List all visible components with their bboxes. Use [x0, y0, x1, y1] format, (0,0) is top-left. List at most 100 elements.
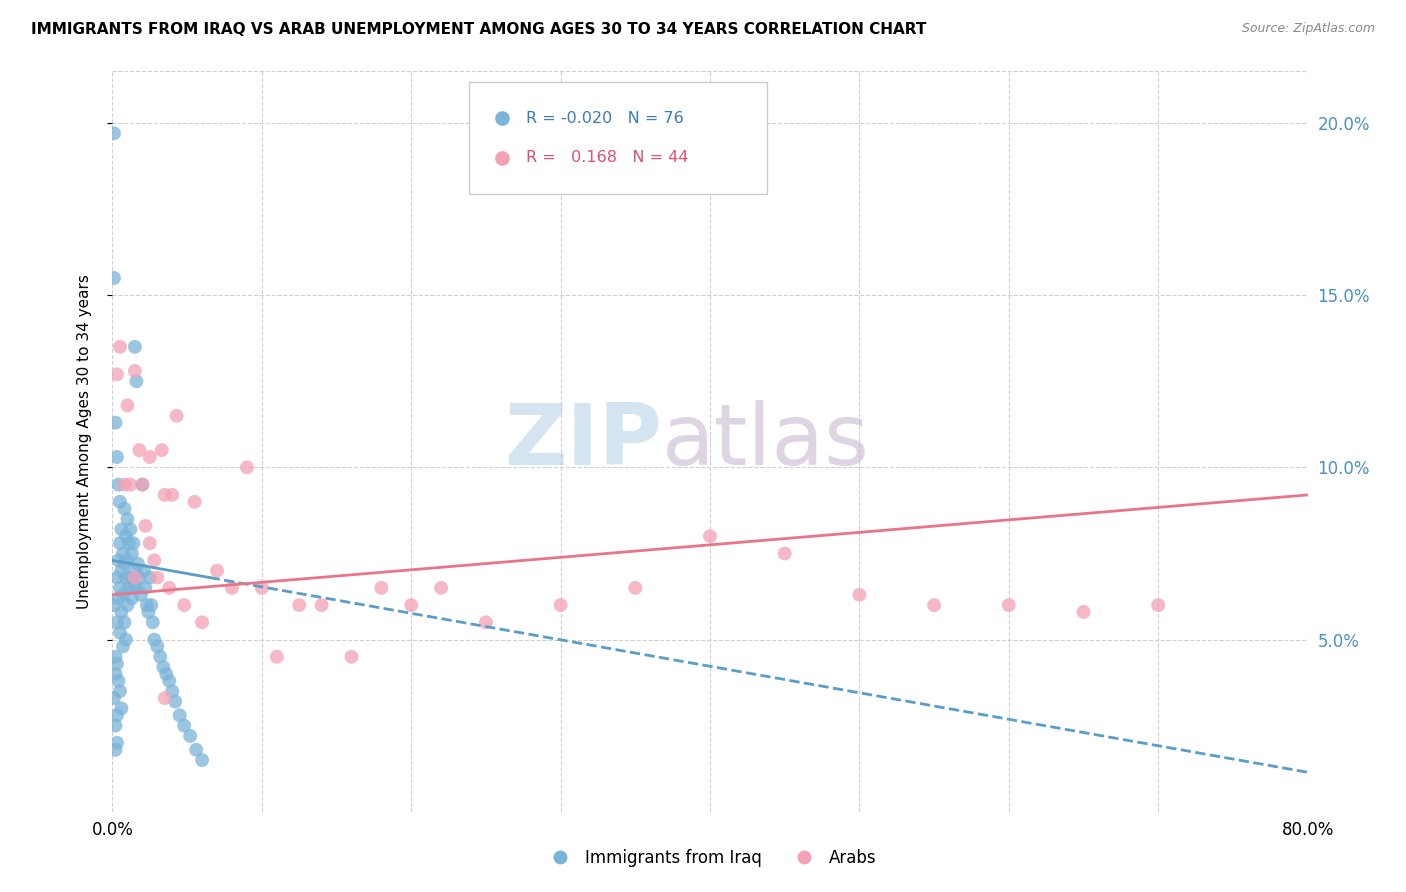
Point [107, 673, 129, 688]
Point [162, 684, 183, 698]
Point [236, 460, 259, 475]
Point [138, 605, 160, 619]
Point [139, 536, 162, 550]
Point [104, 649, 127, 664]
Point [139, 570, 162, 584]
Point [107, 553, 129, 567]
Point [340, 649, 363, 664]
Point [699, 529, 721, 543]
Point [135, 598, 157, 612]
Point [108, 536, 131, 550]
Point [105, 615, 128, 630]
Point [146, 570, 169, 584]
Point [125, 374, 148, 388]
Point [104, 416, 127, 430]
Point [117, 598, 139, 612]
Point [103, 598, 125, 612]
Point [124, 570, 146, 584]
Point [191, 753, 214, 767]
Point [103, 126, 125, 140]
Point [998, 598, 1021, 612]
Point [110, 522, 132, 536]
Point [124, 340, 146, 354]
Point [129, 588, 152, 602]
Point [111, 588, 134, 602]
Point [179, 729, 201, 743]
Point [114, 501, 135, 516]
Point [105, 736, 128, 750]
Point [173, 718, 195, 732]
Point [624, 581, 647, 595]
Point [105, 570, 128, 584]
Point [146, 640, 169, 654]
Point [149, 649, 172, 664]
Point [124, 364, 146, 378]
Point [108, 495, 131, 509]
Point [110, 605, 132, 619]
Point [848, 588, 870, 602]
Point [108, 581, 131, 595]
Point [108, 625, 131, 640]
Point [104, 667, 127, 681]
Point [311, 598, 333, 612]
Point [132, 564, 155, 578]
Point [139, 450, 162, 464]
Point [117, 398, 139, 412]
Point [157, 581, 180, 595]
Point [1147, 598, 1170, 612]
Point [155, 667, 177, 681]
Point [120, 570, 142, 584]
Point [111, 546, 134, 560]
Point [191, 615, 214, 630]
Point [128, 570, 150, 584]
Point [266, 649, 288, 664]
Point [475, 615, 498, 630]
Point [115, 632, 138, 647]
Text: R =   0.168   N = 44: R = 0.168 N = 44 [526, 151, 689, 166]
Point [104, 743, 127, 757]
Text: IMMIGRANTS FROM IRAQ VS ARAB UNEMPLOYMENT AMONG AGES 30 TO 34 YEARS CORRELATION : IMMIGRANTS FROM IRAQ VS ARAB UNEMPLOYMEN… [31, 22, 927, 37]
Point [142, 615, 165, 630]
Point [401, 598, 423, 612]
Point [110, 564, 132, 578]
Y-axis label: Unemployment Among Ages 30 to 34 years: Unemployment Among Ages 30 to 34 years [77, 274, 91, 609]
Point [105, 450, 128, 464]
Point [103, 271, 125, 285]
Point [122, 536, 145, 550]
Point [131, 477, 153, 491]
Point [922, 598, 945, 612]
Point [166, 409, 188, 423]
Point [105, 708, 128, 723]
Point [118, 581, 141, 595]
Point [108, 340, 131, 354]
Point [157, 673, 180, 688]
Point [128, 443, 150, 458]
Point [118, 536, 141, 550]
Point [186, 743, 208, 757]
Point [121, 591, 143, 606]
Point [125, 581, 148, 595]
Point [205, 564, 228, 578]
Legend: Immigrants from Iraq, Arabs: Immigrants from Iraq, Arabs [537, 842, 883, 874]
Point [143, 553, 166, 567]
Point [110, 701, 132, 715]
Point [111, 640, 134, 654]
Point [550, 598, 572, 612]
Point [430, 581, 453, 595]
Point [120, 522, 142, 536]
Point [114, 557, 135, 571]
Point [121, 546, 143, 560]
Point [114, 615, 135, 630]
Text: R = -0.020   N = 76: R = -0.020 N = 76 [526, 111, 683, 126]
Point [115, 570, 138, 584]
Point [103, 691, 125, 706]
Text: atlas: atlas [662, 400, 870, 483]
Point [120, 477, 142, 491]
Point [143, 632, 166, 647]
Point [115, 529, 138, 543]
Point [127, 557, 149, 571]
Point [250, 581, 273, 595]
Point [288, 598, 311, 612]
Point [107, 591, 129, 606]
Text: Source: ZipAtlas.com: Source: ZipAtlas.com [1241, 22, 1375, 36]
